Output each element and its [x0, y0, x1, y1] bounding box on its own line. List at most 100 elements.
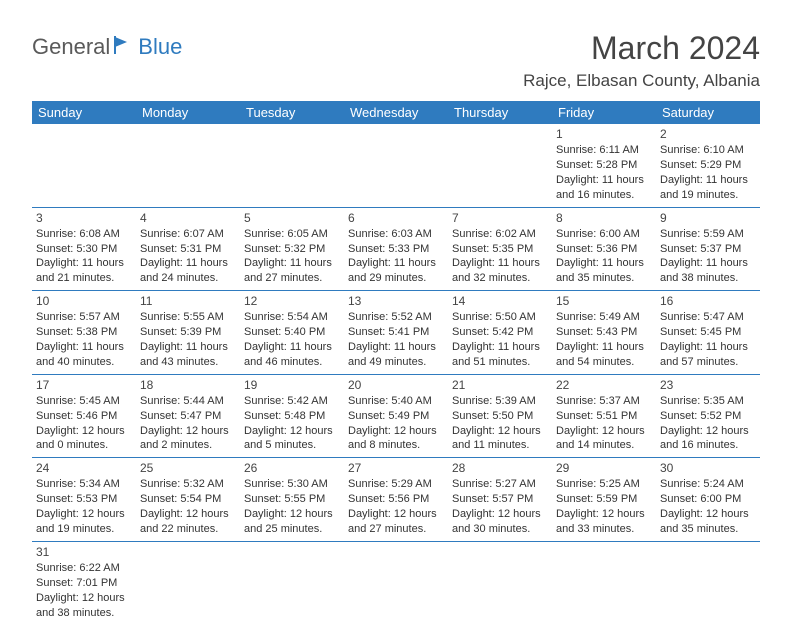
day-number: 4 [140, 210, 236, 226]
sunset-text: Sunset: 5:49 PM [348, 409, 444, 424]
calendar-cell: 25Sunrise: 5:32 AMSunset: 5:54 PMDayligh… [136, 458, 240, 542]
sunrise-text: Sunrise: 5:24 AM [660, 477, 756, 492]
sunset-text: Sunset: 5:46 PM [36, 409, 132, 424]
daylight-text: Daylight: 12 hours and 16 minutes. [660, 424, 756, 454]
day-number: 15 [556, 293, 652, 309]
sunset-text: Sunset: 5:40 PM [244, 325, 340, 340]
sunrise-text: Sunrise: 5:47 AM [660, 310, 756, 325]
sunset-text: Sunset: 5:30 PM [36, 242, 132, 257]
calendar-cell [448, 124, 552, 207]
weekday-header: Saturday [656, 101, 760, 124]
day-number: 1 [556, 126, 652, 142]
day-number: 20 [348, 377, 444, 393]
logo-text-general: General [32, 34, 110, 60]
calendar-cell: 18Sunrise: 5:44 AMSunset: 5:47 PMDayligh… [136, 374, 240, 458]
sunrise-text: Sunrise: 5:34 AM [36, 477, 132, 492]
sunrise-text: Sunrise: 5:55 AM [140, 310, 236, 325]
sunset-text: Sunset: 6:00 PM [660, 492, 756, 507]
sunrise-text: Sunrise: 5:49 AM [556, 310, 652, 325]
day-number: 31 [36, 544, 132, 560]
sunrise-text: Sunrise: 5:25 AM [556, 477, 652, 492]
daylight-text: Daylight: 12 hours and 5 minutes. [244, 424, 340, 454]
day-number: 5 [244, 210, 340, 226]
weekday-header-row: SundayMondayTuesdayWednesdayThursdayFrid… [32, 101, 760, 124]
calendar-cell: 16Sunrise: 5:47 AMSunset: 5:45 PMDayligh… [656, 291, 760, 375]
sunset-text: Sunset: 5:50 PM [452, 409, 548, 424]
daylight-text: Daylight: 12 hours and 8 minutes. [348, 424, 444, 454]
day-number: 18 [140, 377, 236, 393]
daylight-text: Daylight: 12 hours and 2 minutes. [140, 424, 236, 454]
sunset-text: Sunset: 5:31 PM [140, 242, 236, 257]
calendar-cell: 27Sunrise: 5:29 AMSunset: 5:56 PMDayligh… [344, 458, 448, 542]
sunset-text: Sunset: 5:54 PM [140, 492, 236, 507]
sunrise-text: Sunrise: 5:40 AM [348, 394, 444, 409]
sunset-text: Sunset: 5:57 PM [452, 492, 548, 507]
daylight-text: Daylight: 12 hours and 11 minutes. [452, 424, 548, 454]
sunrise-text: Sunrise: 5:37 AM [556, 394, 652, 409]
day-number: 14 [452, 293, 548, 309]
daylight-text: Daylight: 11 hours and 19 minutes. [660, 173, 756, 203]
calendar-row: 17Sunrise: 5:45 AMSunset: 5:46 PM Dayligh… [32, 374, 760, 458]
sunrise-text: Sunrise: 5:45 AM [36, 394, 132, 409]
day-number: 16 [660, 293, 756, 309]
calendar-row: 10Sunrise: 5:57 AMSunset: 5:38 PMDayligh… [32, 291, 760, 375]
calendar-cell: 28Sunrise: 5:27 AMSunset: 5:57 PMDayligh… [448, 458, 552, 542]
sunset-text: Sunset: 5:39 PM [140, 325, 236, 340]
sunset-text: Sunset: 5:37 PM [660, 242, 756, 257]
sunset-text: Sunset: 5:53 PM [36, 492, 132, 507]
day-number: 12 [244, 293, 340, 309]
calendar-cell: 3Sunrise: 6:08 AMSunset: 5:30 PMDaylight… [32, 207, 136, 291]
sunset-text: Sunset: 5:45 PM [660, 325, 756, 340]
day-number: 7 [452, 210, 548, 226]
calendar-cell: 4Sunrise: 6:07 AMSunset: 5:31 PMDaylight… [136, 207, 240, 291]
day-number: 27 [348, 460, 444, 476]
daylight-text: Daylight: 11 hours and 24 minutes. [140, 256, 236, 286]
sunset-text: Sunset: 5:32 PM [244, 242, 340, 257]
sunrise-text: Sunrise: 6:02 AM [452, 227, 548, 242]
logo-text-blue: Blue [138, 34, 182, 60]
day-number: 3 [36, 210, 132, 226]
day-number: 11 [140, 293, 236, 309]
calendar-cell [32, 124, 136, 207]
sunset-text: Sunset: 5:59 PM [556, 492, 652, 507]
day-number: 21 [452, 377, 548, 393]
sunset-text: Sunset: 5:51 PM [556, 409, 652, 424]
calendar-cell: 15Sunrise: 5:49 AMSunset: 5:43 PMDayligh… [552, 291, 656, 375]
sunrise-text: Sunrise: 5:30 AM [244, 477, 340, 492]
sunrise-text: Sunrise: 5:59 AM [660, 227, 756, 242]
sunrise-text: Sunrise: 6:11 AM [556, 143, 652, 158]
calendar-cell [344, 124, 448, 207]
logo: General Blue [32, 34, 182, 60]
header: General Blue March 2024 Rajce, Elbasan C… [32, 30, 760, 91]
calendar-cell: 6Sunrise: 6:03 AMSunset: 5:33 PMDaylight… [344, 207, 448, 291]
day-number: 6 [348, 210, 444, 226]
sunrise-text: Sunrise: 5:27 AM [452, 477, 548, 492]
calendar-cell: 9Sunrise: 5:59 AMSunset: 5:37 PMDaylight… [656, 207, 760, 291]
daylight-text: Daylight: 11 hours and 43 minutes. [140, 340, 236, 370]
day-number: 17 [36, 377, 132, 393]
calendar-cell: 17Sunrise: 5:45 AMSunset: 5:46 PMDayligh… [32, 374, 136, 458]
calendar-cell: 14Sunrise: 5:50 AMSunset: 5:42 PMDayligh… [448, 291, 552, 375]
calendar-cell: 11Sunrise: 5:55 AMSunset: 5:39 PMDayligh… [136, 291, 240, 375]
month-title: March 2024 [523, 30, 760, 67]
daylight-text: Daylight: 12 hours and 30 minutes. [452, 507, 548, 537]
calendar-body: 1Sunrise: 6:11 AMSunset: 5:28 PMDaylight… [32, 124, 760, 624]
sunset-text: Sunset: 5:47 PM [140, 409, 236, 424]
sunrise-text: Sunrise: 5:52 AM [348, 310, 444, 325]
daylight-text: Daylight: 11 hours and 29 minutes. [348, 256, 444, 286]
sunrise-text: Sunrise: 5:32 AM [140, 477, 236, 492]
sunrise-text: Sunrise: 5:29 AM [348, 477, 444, 492]
sunrise-text: Sunrise: 6:22 AM [36, 561, 132, 576]
weekday-header: Wednesday [344, 101, 448, 124]
sunrise-text: Sunrise: 6:10 AM [660, 143, 756, 158]
weekday-header: Monday [136, 101, 240, 124]
daylight-text: Daylight: 11 hours and 16 minutes. [556, 173, 652, 203]
sunset-text: Sunset: 5:28 PM [556, 158, 652, 173]
calendar-cell: 13Sunrise: 5:52 AMSunset: 5:41 PMDayligh… [344, 291, 448, 375]
calendar-cell: 23Sunrise: 5:35 AMSunset: 5:52 PMDayligh… [656, 374, 760, 458]
sunset-text: Sunset: 5:29 PM [660, 158, 756, 173]
day-number: 24 [36, 460, 132, 476]
calendar-cell: 8Sunrise: 6:00 AMSunset: 5:36 PMDaylight… [552, 207, 656, 291]
calendar-cell: 29Sunrise: 5:25 AMSunset: 5:59 PMDayligh… [552, 458, 656, 542]
sunset-text: Sunset: 5:52 PM [660, 409, 756, 424]
